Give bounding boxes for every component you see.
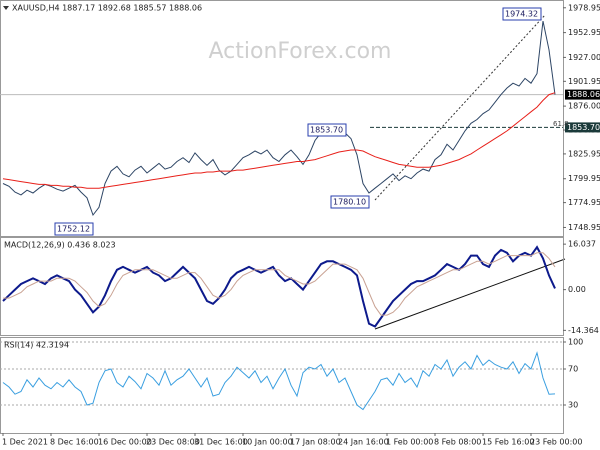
x-tick-label: 1 Feb 00:00 bbox=[386, 438, 433, 447]
annotation: 1974.32 bbox=[505, 10, 538, 19]
y-tick-label: 70 bbox=[568, 365, 578, 374]
title-marker bbox=[3, 6, 9, 10]
x-tick-label: 8 Feb 08:00 bbox=[434, 438, 481, 447]
annotation-box bbox=[502, 7, 542, 21]
annotation-box bbox=[307, 123, 347, 137]
series-line bbox=[3, 252, 556, 316]
panel-title: RSI(14) 42.3194 bbox=[4, 341, 69, 350]
y-tick-label: 1748.95 bbox=[568, 223, 600, 232]
annotation: 1752.12 bbox=[57, 225, 90, 234]
y-tick-label: 1952.95 bbox=[568, 28, 600, 37]
y-tick-label: 1978.95 bbox=[568, 3, 600, 12]
panel-frame bbox=[0, 237, 564, 336]
x-tick-label: 17 Jan 08:00 bbox=[290, 438, 341, 447]
annotation: 1853.70 bbox=[310, 126, 343, 135]
x-tick-label: 10 Jan 00:00 bbox=[242, 438, 293, 447]
annotation: 1780.10 bbox=[333, 198, 366, 207]
x-tick-label: 8 Dec 16:00 bbox=[50, 438, 99, 447]
price-label-box bbox=[565, 89, 600, 100]
series-line bbox=[2, 245, 556, 328]
y-tick-label: 1876.00 bbox=[568, 102, 600, 111]
macd-trend-line bbox=[374, 258, 566, 330]
x-tick-label: 1 Dec 2021 bbox=[2, 438, 48, 447]
y-tick-label: 100 bbox=[568, 338, 583, 347]
y-tick-label: 1901.95 bbox=[568, 77, 600, 86]
y-tick-label: 16.037 bbox=[568, 240, 596, 249]
annotation: 61.8 bbox=[553, 120, 569, 128]
y-tick-label: 30 bbox=[568, 401, 578, 410]
x-tick-label: 16 Dec 00:00 bbox=[98, 438, 152, 447]
x-tick-label: 15 Feb 16:00 bbox=[482, 438, 534, 447]
y-tick-label: 1825.95 bbox=[568, 149, 600, 158]
annotation-box bbox=[330, 195, 370, 209]
watermark: ActionForex.com bbox=[209, 39, 392, 64]
y-tick-label: 0.00 bbox=[568, 285, 586, 294]
y-tick-label: 1799.95 bbox=[568, 174, 600, 183]
x-tick-label: 23 Dec 08:00 bbox=[146, 438, 200, 447]
series-line bbox=[2, 351, 556, 411]
trend-line bbox=[374, 14, 546, 201]
y-tick-label: 1927.00 bbox=[568, 53, 600, 62]
x-tick-label: 31 Dec 16:00 bbox=[194, 438, 248, 447]
panel-frame bbox=[0, 0, 564, 237]
panel-title: MACD(12,26,9) 0.436 8.023 bbox=[4, 241, 116, 250]
price-label: 1853.70 bbox=[567, 123, 600, 132]
x-tick-label: 23 Feb 00:00 bbox=[530, 438, 582, 447]
series-line bbox=[2, 92, 556, 189]
y-tick-label: -14.364 bbox=[568, 326, 599, 335]
price-label-box bbox=[565, 122, 600, 133]
x-tick-label: 24 Jan 16:00 bbox=[338, 438, 389, 447]
price-label: 1888.06 bbox=[567, 90, 600, 99]
panel-title: XAUUSD,H4 1887.17 1892.68 1885.57 1888.0… bbox=[12, 4, 202, 13]
annotation-box bbox=[54, 222, 94, 236]
series-line bbox=[2, 20, 556, 217]
y-tick-label: 1774.95 bbox=[568, 198, 600, 207]
